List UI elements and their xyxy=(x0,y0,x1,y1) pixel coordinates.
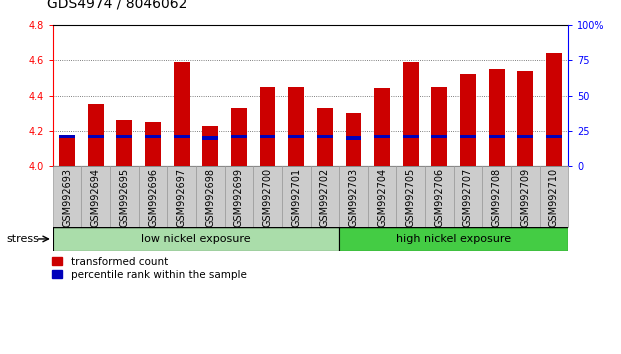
Text: GSM992701: GSM992701 xyxy=(291,168,301,227)
Bar xyxy=(138,166,167,227)
Bar xyxy=(231,135,247,138)
Text: GSM992696: GSM992696 xyxy=(148,168,158,227)
Text: GSM992702: GSM992702 xyxy=(320,168,330,227)
Bar xyxy=(53,227,339,251)
Bar xyxy=(511,166,540,227)
Text: GSM992700: GSM992700 xyxy=(263,168,273,227)
Bar xyxy=(517,71,533,166)
Bar xyxy=(460,135,476,138)
Text: GSM992698: GSM992698 xyxy=(206,168,215,227)
Bar xyxy=(339,227,568,251)
Bar xyxy=(483,166,511,227)
Bar xyxy=(225,166,253,227)
Legend: transformed count, percentile rank within the sample: transformed count, percentile rank withi… xyxy=(52,257,247,280)
Bar xyxy=(454,166,483,227)
Text: GSM992703: GSM992703 xyxy=(348,168,358,227)
Bar xyxy=(260,135,276,138)
Text: GSM992694: GSM992694 xyxy=(91,168,101,227)
Text: stress: stress xyxy=(6,234,39,244)
Text: GSM992708: GSM992708 xyxy=(492,168,502,227)
Text: GSM992707: GSM992707 xyxy=(463,168,473,227)
Bar xyxy=(81,166,110,227)
Bar xyxy=(396,166,425,227)
Text: GSM992697: GSM992697 xyxy=(176,168,187,227)
Bar xyxy=(310,166,339,227)
Bar xyxy=(432,87,447,166)
Bar xyxy=(288,87,304,166)
Bar xyxy=(489,135,504,138)
Text: GSM992705: GSM992705 xyxy=(406,168,415,227)
Text: GSM992704: GSM992704 xyxy=(377,168,387,227)
Bar xyxy=(374,88,390,166)
Bar xyxy=(167,166,196,227)
Bar xyxy=(460,74,476,166)
Bar xyxy=(403,135,419,138)
Bar xyxy=(317,108,333,166)
Text: GSM992699: GSM992699 xyxy=(234,168,244,227)
Bar xyxy=(345,113,361,166)
Bar xyxy=(59,138,75,166)
Bar xyxy=(117,135,132,138)
Text: GSM992695: GSM992695 xyxy=(119,168,129,227)
Bar xyxy=(174,62,189,166)
Bar xyxy=(174,135,189,138)
Bar xyxy=(339,166,368,227)
Text: GSM992706: GSM992706 xyxy=(434,168,445,227)
Bar xyxy=(489,69,504,166)
Bar xyxy=(117,120,132,166)
Bar xyxy=(260,87,276,166)
Bar xyxy=(202,126,218,166)
Bar xyxy=(374,135,390,138)
Bar xyxy=(202,137,218,140)
Bar xyxy=(540,166,568,227)
Text: GDS4974 / 8046062: GDS4974 / 8046062 xyxy=(47,0,187,11)
Bar xyxy=(253,166,282,227)
Bar xyxy=(345,137,361,140)
Bar xyxy=(282,166,310,227)
Bar xyxy=(53,166,81,227)
Bar xyxy=(145,122,161,166)
Bar xyxy=(368,166,396,227)
Bar xyxy=(88,104,104,166)
Bar xyxy=(403,62,419,166)
Bar xyxy=(110,166,138,227)
Text: GSM992693: GSM992693 xyxy=(62,168,72,227)
Text: low nickel exposure: low nickel exposure xyxy=(141,234,251,244)
Text: high nickel exposure: high nickel exposure xyxy=(396,234,511,244)
Bar xyxy=(88,135,104,138)
Bar xyxy=(288,135,304,138)
Bar xyxy=(59,135,75,138)
Bar xyxy=(432,135,447,138)
Bar xyxy=(517,135,533,138)
Bar xyxy=(317,135,333,138)
Text: GSM992710: GSM992710 xyxy=(549,168,559,227)
Text: GSM992709: GSM992709 xyxy=(520,168,530,227)
Bar xyxy=(425,166,454,227)
Bar xyxy=(546,135,562,138)
Bar xyxy=(196,166,225,227)
Bar xyxy=(145,135,161,138)
Bar xyxy=(546,53,562,166)
Bar xyxy=(231,108,247,166)
